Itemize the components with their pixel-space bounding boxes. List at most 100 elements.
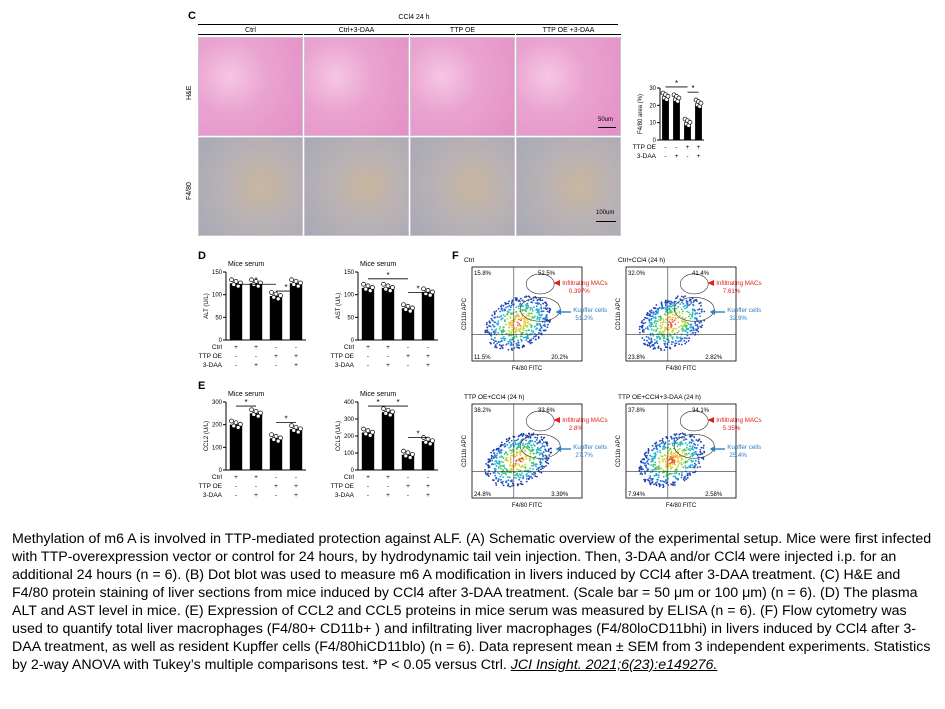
event-dot [510, 319, 513, 322]
event-dot [506, 318, 508, 320]
event-dot [666, 334, 669, 337]
flow-plot-4: TTP OE+CCl4+3-DAA (24 h) 37.8% 34.1% 7.94% 2… [616, 394, 762, 509]
event-dot [493, 456, 496, 459]
event-dot [685, 478, 688, 481]
event-dot [523, 317, 526, 320]
data-point [289, 277, 294, 283]
event-dot [700, 310, 703, 313]
event-dot [651, 480, 654, 483]
y-tick-label: 50 [215, 315, 222, 321]
kupffer-value: 25.4% [729, 452, 747, 459]
event-dot [506, 443, 509, 446]
event-dot [487, 461, 490, 464]
event-dot [689, 445, 692, 448]
event-dot [497, 332, 500, 334]
event-dot [536, 316, 539, 318]
event-dot [699, 301, 702, 304]
event-dot [508, 330, 510, 332]
event-dot [642, 331, 645, 334]
event-dot [654, 461, 657, 464]
event-dot [671, 321, 674, 323]
y-axis-label: F4/80 area (%) [638, 94, 644, 134]
event-dot [485, 463, 488, 465]
event-dot [691, 308, 694, 310]
event-dot [678, 473, 681, 476]
event-dot [501, 468, 504, 471]
event-dot [509, 460, 512, 462]
event-dot [509, 458, 512, 461]
event-dot [520, 319, 522, 322]
event-dot [526, 302, 529, 305]
infiltrating-value: 7.61% [723, 288, 741, 295]
event-dot [650, 338, 653, 340]
scale-bar-f480: 100um [596, 210, 615, 216]
bar [249, 413, 263, 470]
event-dot [484, 331, 487, 334]
event-dot [510, 344, 513, 346]
event-dot [499, 465, 502, 467]
event-dot [494, 460, 497, 463]
event-dot [517, 307, 520, 310]
quadrant-lr: 2.82% [705, 355, 723, 361]
event-dot [532, 432, 535, 435]
event-dot [498, 461, 501, 464]
event-dot [540, 326, 543, 329]
event-dot [703, 451, 706, 454]
data-point [370, 429, 375, 435]
event-dot [530, 446, 533, 449]
event-dot [691, 313, 694, 316]
caption-citation: JCI Insight. 2021;6(23):e149276. [510, 657, 718, 673]
infiltrating-arrow [553, 280, 560, 286]
event-dot [692, 326, 695, 328]
event-dot [641, 320, 644, 322]
condition-value: + [274, 353, 278, 360]
event-dot [686, 444, 689, 446]
event-dot [677, 443, 680, 446]
event-dot [543, 323, 546, 326]
event-dot [671, 454, 674, 457]
quadrant-ll: 7.94% [628, 492, 646, 498]
event-dot [679, 442, 682, 445]
event-dot [506, 310, 509, 313]
event-dot [668, 320, 671, 323]
event-dot [517, 475, 520, 477]
event-dot [522, 447, 525, 450]
event-dot [653, 447, 655, 450]
event-dot [539, 299, 542, 302]
event-dot [540, 310, 543, 313]
event-dot [490, 334, 493, 337]
event-dot [678, 455, 680, 458]
event-dot [698, 312, 701, 315]
event-dot [533, 315, 536, 318]
kupffer-value: 51.2% [575, 315, 593, 322]
event-dot [542, 454, 545, 457]
data-point [231, 423, 237, 429]
quadrant-ul: 15.8% [474, 271, 492, 277]
event-dot [687, 448, 690, 451]
event-dot [679, 314, 681, 317]
quadrant-ul: 37.8% [628, 408, 646, 414]
event-dot [694, 459, 697, 462]
event-dot [661, 458, 664, 461]
gate-kupffer [519, 433, 561, 459]
data-point [381, 406, 386, 411]
event-dot [539, 458, 542, 461]
event-dot [491, 319, 494, 322]
event-dot [493, 311, 496, 313]
event-dot [514, 318, 517, 321]
event-dot [673, 345, 676, 347]
event-dot [515, 297, 518, 299]
event-dot [530, 433, 533, 436]
event-dot [540, 461, 543, 464]
event-dot [676, 456, 678, 458]
condition-value: - [686, 153, 688, 160]
event-dot [525, 335, 528, 338]
event-dot [515, 439, 518, 442]
event-dot [510, 452, 513, 454]
event-dot [677, 448, 680, 451]
condition-label: Ctrl [212, 344, 223, 351]
event-dot [541, 299, 544, 302]
event-dot [529, 439, 532, 442]
event-dot [520, 297, 522, 300]
condition-label: TTP OE [331, 353, 355, 360]
